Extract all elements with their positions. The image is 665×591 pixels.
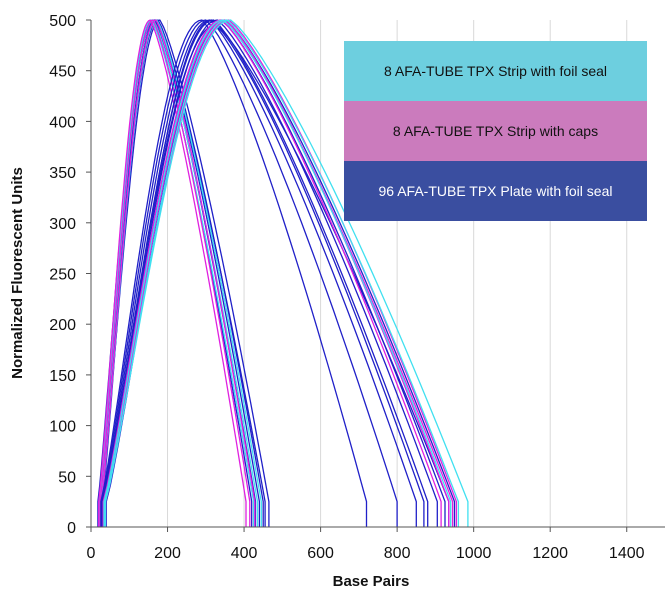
series-line-magenta [98, 19, 247, 527]
series-line-cyan [103, 19, 452, 527]
x-axis-label: Base Pairs [333, 573, 410, 590]
legend-label-strip-caps: 8 AFA-TUBE TPX Strip with caps [392, 123, 599, 139]
x-tick-label: 200 [154, 545, 181, 562]
y-tick-label: 350 [49, 165, 76, 182]
y-tick-label: 250 [49, 267, 76, 284]
legend-label-plate-foil: 96 AFA-TUBE TPX Plate with foil seal [378, 183, 613, 199]
series-line-blue [100, 19, 368, 527]
x-tick-label: 400 [231, 545, 258, 562]
y-tick-label: 400 [49, 114, 76, 131]
series-line-cyan [104, 19, 460, 527]
tick-labels: 0 200 400 600 800 1000 1200 1400 0 50 100 150 200 250… [49, 13, 644, 562]
y-tick-label: 0 [67, 520, 76, 537]
y-axis-label: Normalized Fluorescent Units [9, 167, 26, 379]
y-tick-label: 300 [49, 216, 76, 233]
legend-entry-strip-foil: 8 AFA-TUBE TPX Strip with foil seal [344, 41, 647, 101]
y-tick-label: 100 [49, 419, 76, 436]
series-layer [97, 19, 469, 527]
x-tick-label: 800 [384, 545, 411, 562]
x-tick-label: 600 [307, 545, 334, 562]
legend-label-strip-foil: 8 AFA-TUBE TPX Strip with foil seal [383, 63, 608, 79]
y-tick-label: 200 [49, 317, 76, 334]
y-tick-label: 150 [49, 368, 76, 385]
series-line-magenta [101, 19, 256, 527]
series-line-blue [101, 19, 398, 527]
y-tick-label: 450 [49, 64, 76, 81]
x-tick-label: 0 [87, 545, 96, 562]
legend-entry-plate-foil: 96 AFA-TUBE TPX Plate with foil seal [344, 161, 647, 221]
y-tick-label: 50 [58, 469, 76, 486]
x-tick-label: 1000 [456, 545, 492, 562]
legend-entry-strip-caps: 8 AFA-TUBE TPX Strip with caps [344, 101, 647, 161]
y-tick-label: 500 [49, 13, 76, 30]
x-tick-label: 1400 [609, 545, 645, 562]
x-tick-label: 1200 [532, 545, 568, 562]
series-line-magenta [99, 19, 251, 527]
